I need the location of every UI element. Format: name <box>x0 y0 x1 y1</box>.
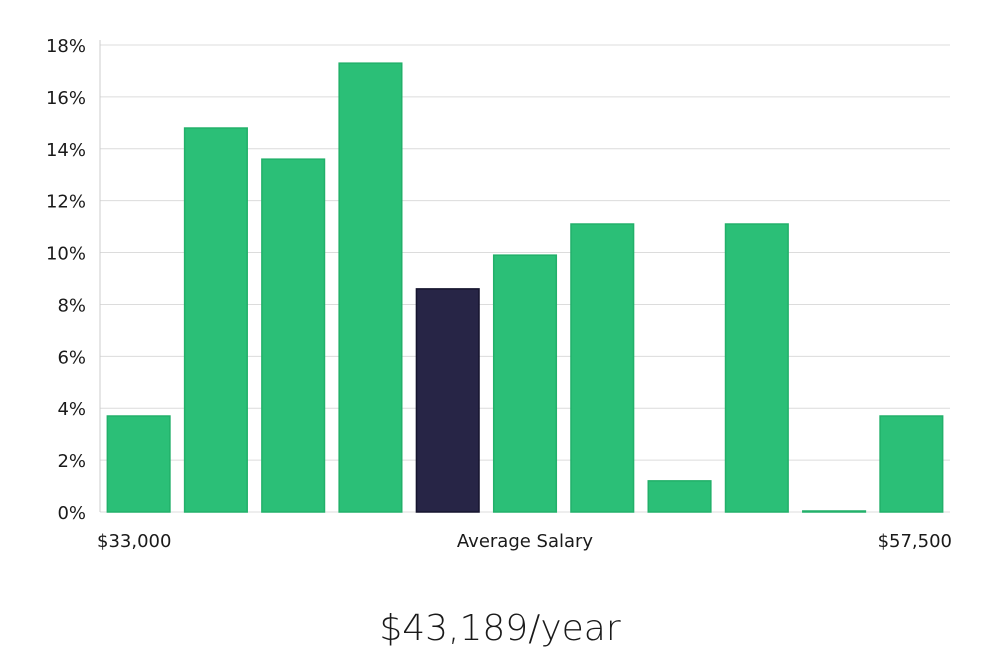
y-tick-label: 18% <box>46 36 86 57</box>
y-axis-ticks: 0% 2% 4% 6% 8% 10% 12% 14% 16% 18% <box>46 36 86 524</box>
bar <box>106 415 171 513</box>
bar <box>724 223 789 513</box>
average-salary-readout: $43,189/year <box>379 608 621 649</box>
bar <box>802 510 867 513</box>
y-tick-label: 12% <box>46 192 86 213</box>
bar <box>647 480 712 513</box>
x-label-center: Average Salary <box>457 531 594 552</box>
y-tick-label: 10% <box>46 244 86 265</box>
y-tick-label: 16% <box>46 88 86 109</box>
y-tick-label: 4% <box>57 399 86 420</box>
bar <box>338 62 403 513</box>
y-tick-label: 0% <box>57 503 86 524</box>
bar <box>261 158 326 513</box>
y-tick-label: 6% <box>57 347 86 368</box>
y-tick-label: 2% <box>57 451 86 472</box>
x-label-min: $33,000 <box>97 531 171 552</box>
salary-histogram: 0% 2% 4% 6% 8% 10% 12% 14% 16% 18% $33,000 Averag… <box>46 36 952 552</box>
bar-average-salary <box>415 288 480 513</box>
bar <box>879 415 944 513</box>
x-label-max: $57,500 <box>878 531 952 552</box>
y-tick-label: 14% <box>46 140 86 161</box>
bars <box>106 62 944 513</box>
bar <box>492 254 558 513</box>
bar <box>183 127 248 513</box>
bar <box>570 223 635 513</box>
y-tick-label: 8% <box>57 295 86 316</box>
